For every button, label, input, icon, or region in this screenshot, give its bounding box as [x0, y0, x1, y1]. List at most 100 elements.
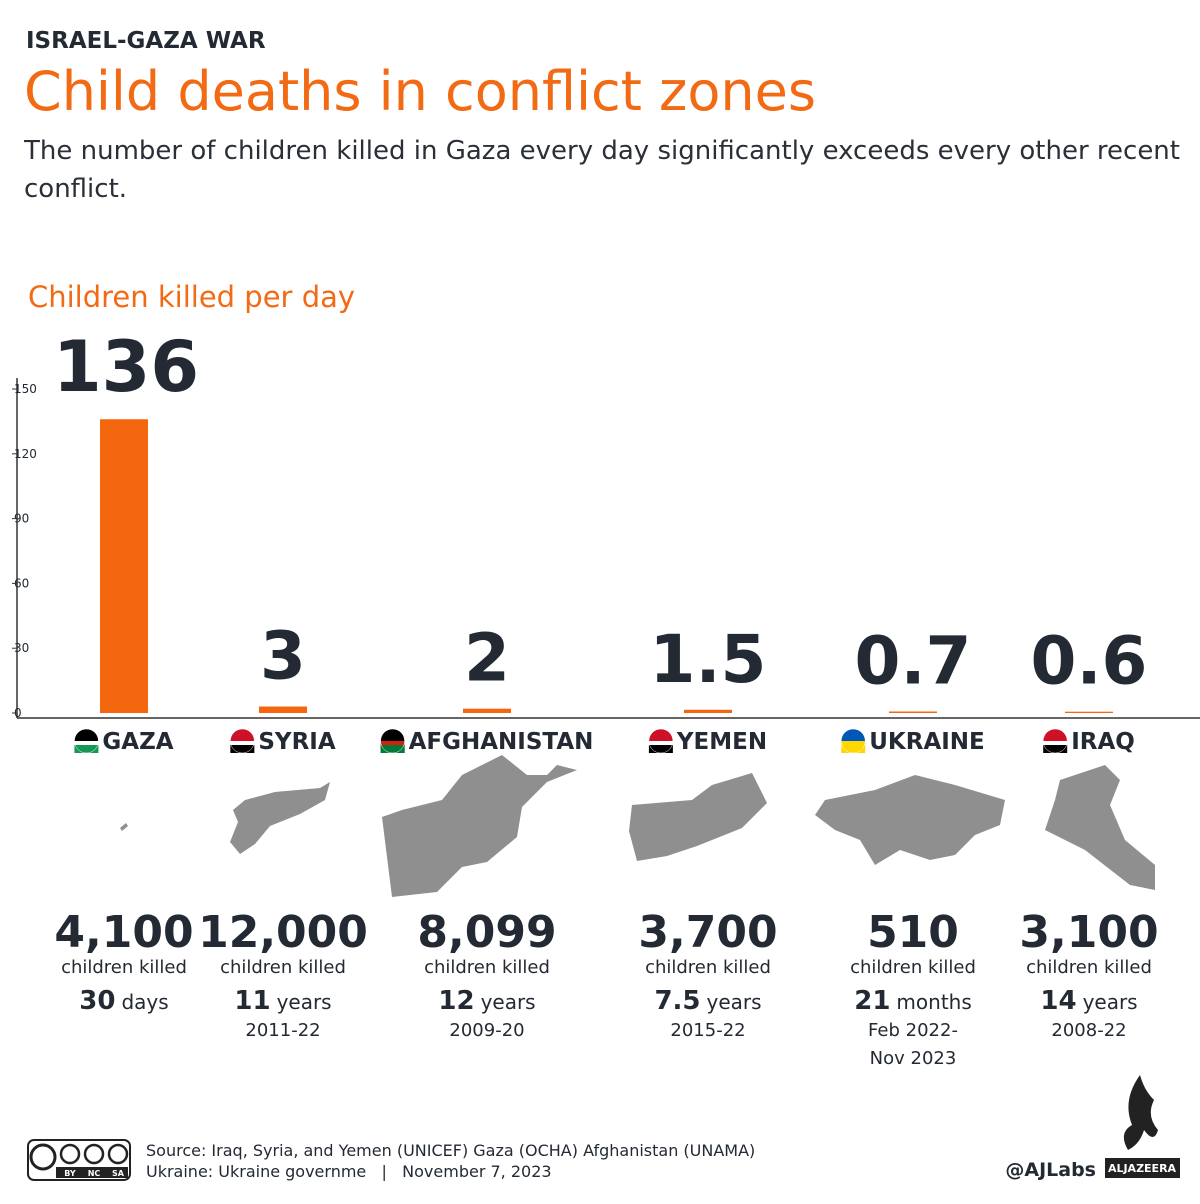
killed-count: 4,100	[54, 907, 193, 958]
flag	[74, 728, 99, 754]
value-label: 0.7	[855, 622, 972, 699]
period: Feb 2022-	[868, 1020, 958, 1041]
subtitle-box: The number of children killed in Gaza ev…	[24, 136, 1180, 204]
killed-caption: children killed	[1026, 957, 1152, 978]
killed-count: 3,100	[1019, 907, 1158, 958]
flag-band	[1043, 745, 1068, 753]
bar	[100, 419, 148, 713]
killed-caption: children killed	[645, 957, 771, 978]
killed-caption: children killed	[424, 957, 550, 978]
duration-unit: years	[1083, 990, 1138, 1014]
flag-band	[74, 745, 99, 753]
country-map	[629, 773, 767, 861]
duration: 14 years	[1040, 986, 1137, 1016]
category-label: SYRIA	[258, 729, 335, 755]
category-label: UKRAINE	[869, 729, 985, 755]
license-icon	[107, 1143, 129, 1165]
country-map	[382, 755, 577, 897]
y-tick-label: 30	[14, 641, 29, 655]
value-label: 0.6	[1031, 623, 1148, 700]
brand-box	[1105, 1158, 1180, 1178]
duration: 11 years	[234, 986, 331, 1016]
duration-unit: days	[121, 990, 168, 1014]
license-label: BY	[64, 1169, 76, 1178]
flag-outline	[230, 728, 255, 754]
duration-unit: years	[707, 990, 762, 1014]
category-label: GAZA	[102, 729, 173, 755]
value-label: 136	[53, 326, 199, 408]
duration-unit: years	[277, 990, 332, 1014]
duration: 21 months	[854, 986, 972, 1016]
country-map	[120, 823, 128, 831]
country-map	[815, 775, 1005, 865]
bar	[684, 709, 732, 713]
duration-number: 12	[438, 986, 474, 1016]
duration-number: 7.5	[654, 986, 700, 1016]
chart-title: Child deaths in conflict zones	[24, 60, 816, 123]
duration-unit: months	[896, 990, 971, 1014]
killed-caption: children killed	[61, 957, 187, 978]
category-label: IRAQ	[1071, 729, 1135, 755]
bar	[1065, 711, 1113, 713]
duration: 7.5 years	[654, 986, 761, 1016]
flag-outline	[1042, 728, 1068, 754]
flag	[230, 728, 255, 754]
killed-count: 12,000	[198, 907, 368, 958]
duration: 12 years	[438, 986, 535, 1016]
category-label: YEMEN	[676, 729, 767, 755]
killed-caption: children killed	[220, 957, 346, 978]
country-map	[230, 782, 330, 854]
period: 2008-22	[1051, 1020, 1126, 1041]
duration-number: 30	[79, 986, 115, 1016]
source-line: Ukraine: Ukraine governme | November 7, …	[146, 1162, 552, 1181]
y-tick-label: 0	[14, 706, 22, 720]
period: Nov 2023	[870, 1048, 957, 1069]
y-tick-label: 150	[14, 382, 37, 396]
source-line: Source: Iraq, Syria, and Yemen (UNICEF) …	[146, 1141, 755, 1160]
duration-number: 11	[234, 986, 270, 1016]
brand: ALJAZEERA	[1108, 1162, 1177, 1175]
flag-outline	[74, 728, 99, 754]
license-icon	[59, 1143, 81, 1165]
value-label: 2	[464, 620, 510, 697]
duration: 30 days	[79, 986, 168, 1016]
flag-outline	[840, 728, 866, 754]
flag-band	[230, 745, 255, 753]
duration-number: 21	[854, 986, 890, 1016]
license-icon	[29, 1143, 57, 1171]
y-tick-label: 90	[14, 512, 29, 526]
country-map	[1045, 765, 1155, 890]
license-label: NC	[88, 1169, 101, 1178]
flag-band	[841, 741, 866, 753]
brand-logo	[1123, 1075, 1158, 1150]
bar	[259, 706, 307, 713]
flag-band	[380, 745, 405, 753]
period: 2015-22	[670, 1020, 745, 1041]
period: 2009-20	[449, 1020, 524, 1041]
subtitle: The number of children killed in Gaza ev…	[24, 136, 1180, 204]
license-label: SA	[112, 1169, 125, 1178]
flag-band	[648, 745, 673, 753]
killed-count: 8,099	[417, 907, 556, 958]
flag	[1042, 728, 1068, 754]
flag-outline	[380, 728, 405, 754]
period: 2011-22	[245, 1020, 320, 1041]
y-axis-label: Children killed per day	[28, 280, 355, 314]
license-strip	[56, 1167, 128, 1178]
value-label: 3	[260, 618, 306, 695]
handle: @AJLabs	[1005, 1159, 1096, 1181]
bar	[463, 708, 511, 713]
y-tick-label: 60	[14, 576, 29, 590]
flag	[648, 728, 674, 754]
flag	[840, 728, 866, 754]
duration-unit: years	[481, 990, 536, 1014]
kicker: ISRAEL-GAZA WAR	[26, 28, 266, 54]
flag	[380, 728, 405, 754]
killed-count: 3,700	[638, 907, 777, 958]
y-tick-label: 120	[14, 447, 37, 461]
duration-number: 14	[1040, 986, 1076, 1016]
category-label: AFGHANISTAN	[409, 729, 594, 755]
killed-count: 510	[867, 907, 959, 958]
